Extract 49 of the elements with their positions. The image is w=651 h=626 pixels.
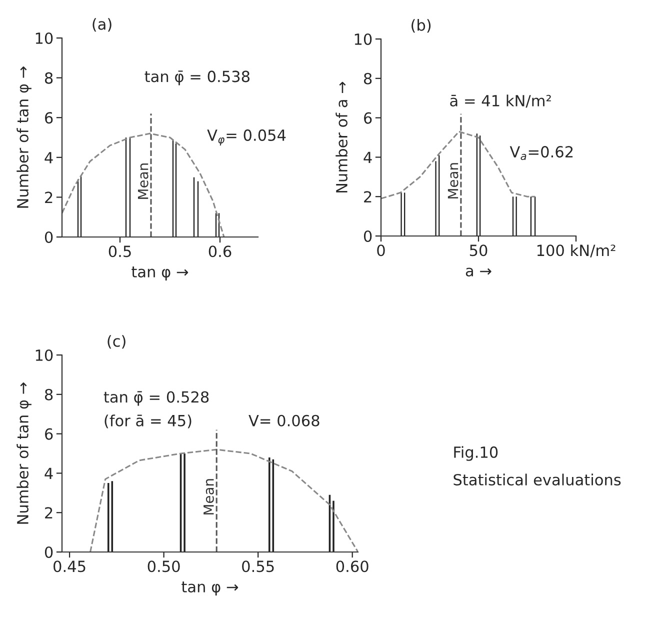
y-tick-label: 6 xyxy=(45,112,53,124)
y-tick-label: 2 xyxy=(45,507,52,518)
caption: Fig.10 xyxy=(454,446,498,461)
annotation: ā = 41 kN/m² xyxy=(450,94,551,108)
ref-line-label: Mean xyxy=(204,479,214,514)
ref-line-label: Mean xyxy=(138,164,148,199)
y-axis-title: Number of tan φ → xyxy=(16,66,32,208)
annotation: V$_{φ}$= 0.054 xyxy=(207,129,286,146)
x-axis-title: tan φ → xyxy=(132,266,188,280)
annotation: (for ā = 45) xyxy=(104,414,192,428)
x-tick-label: 0.45 xyxy=(54,560,86,572)
y-tick-label: 8 xyxy=(364,72,372,84)
x-tick-label: 0.6 xyxy=(208,246,232,258)
x-axis-title: a → xyxy=(466,268,492,276)
y-tick-label: 4 xyxy=(44,468,53,480)
x-tick-label: 0 xyxy=(377,244,385,256)
y-tick-label: 10 xyxy=(36,32,53,44)
x-tick-label: 0.50 xyxy=(148,560,180,572)
y-tick-label: 2 xyxy=(45,192,52,204)
chart-title: (a) xyxy=(92,18,112,32)
x-tick-label: 0.60 xyxy=(336,560,368,572)
line-series xyxy=(90,448,358,552)
y-tick-label: 10 xyxy=(354,33,372,46)
x-axis-title: tan φ → xyxy=(182,582,238,596)
y-tick-label: 4 xyxy=(44,152,53,164)
chart-title: (b) xyxy=(412,19,431,33)
y-tick-label: 4 xyxy=(364,152,372,164)
y-tick-label: 0 xyxy=(44,546,53,558)
ref-line-label: Mean xyxy=(448,163,458,198)
annotation: tan φ̄ = 0.538 xyxy=(144,70,250,86)
x-tick-label: 0.55 xyxy=(242,560,274,572)
y-tick-label: 2 xyxy=(364,191,372,202)
y-tick-label: 6 xyxy=(45,428,53,440)
y-tick-label: 10 xyxy=(36,349,53,362)
text: Statistical evaluations xyxy=(454,474,621,486)
x-tick-label: 100 kN/m² xyxy=(537,244,616,258)
x-tick-label: 50 xyxy=(470,244,488,256)
chart-title: (c) xyxy=(108,335,126,349)
y-tick-label: 0 xyxy=(44,231,53,244)
y-tick-label: 0 xyxy=(364,230,372,242)
y-axis-title: Number of tan φ → xyxy=(16,382,32,524)
annotation: V= 0.068 xyxy=(248,414,320,426)
y-tick-label: 8 xyxy=(44,72,53,84)
y-tick-label: 6 xyxy=(364,112,372,124)
x-tick-label: 0.5 xyxy=(108,246,131,258)
annotation: V$_{a}$=0.62 xyxy=(510,146,573,160)
y-axis-title: Number of a → xyxy=(336,82,348,192)
annotation: tan φ̄ = 0.528 xyxy=(104,391,209,406)
y-tick-label: 8 xyxy=(44,388,53,400)
